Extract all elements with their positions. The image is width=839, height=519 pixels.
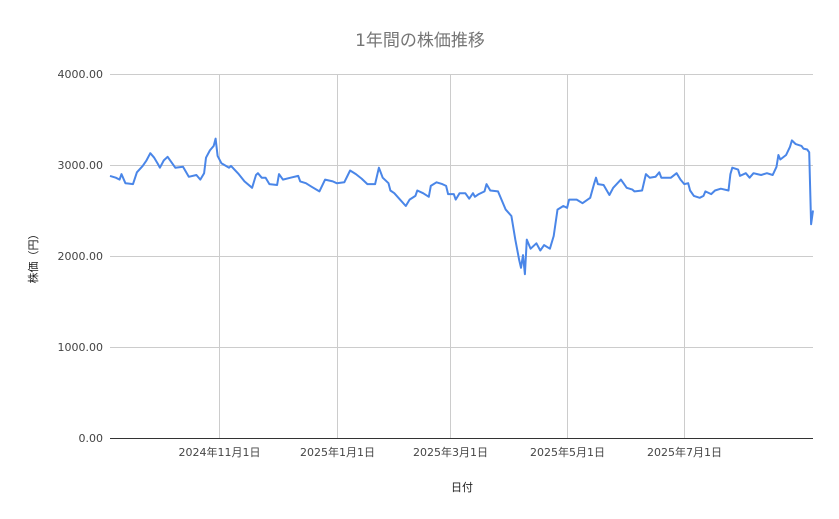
x-tick-label: 2024年11月1日	[179, 445, 261, 459]
y-tick-label: 4000.00	[58, 68, 104, 81]
x-tick-label: 2025年7月1日	[647, 445, 722, 459]
y-tick-label: 1000.00	[58, 341, 104, 354]
y-axis-label: 株価（円）	[26, 229, 40, 284]
x-axis-ticks: 2024年11月1日 2025年1月1日 2025年3月1日 2025年5月1日 202…	[179, 445, 723, 459]
y-axis-ticks: 0.00 1000.00 2000.00 3000.00 4000.00	[58, 68, 104, 445]
x-tick-label: 2025年1月1日	[300, 445, 375, 459]
y-tick-label: 3000.00	[58, 159, 104, 172]
x-tick-label: 2025年3月1日	[413, 445, 488, 459]
y-tick-label: 2000.00	[58, 250, 104, 263]
x-tick-label: 2025年5月1日	[530, 445, 605, 459]
y-tick-label: 0.00	[79, 432, 104, 445]
data-points	[109, 138, 814, 275]
x-axis-label: 日付	[451, 481, 473, 494]
chart-title: 1年間の株価推移	[355, 31, 485, 51]
series-line	[109, 137, 814, 276]
grid	[110, 74, 813, 438]
